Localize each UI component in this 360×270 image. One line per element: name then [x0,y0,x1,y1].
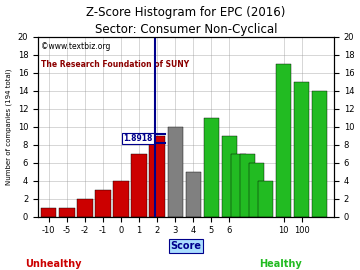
Text: The Research Foundation of SUNY: The Research Foundation of SUNY [41,60,189,69]
Bar [41,208,57,217]
Bar [258,181,273,217]
Bar [113,181,129,217]
Bar [312,91,327,217]
Bar [222,136,237,217]
Bar [131,154,147,217]
Bar [249,163,264,217]
Bar [294,82,309,217]
Title: Z-Score Histogram for EPC (2016)
Sector: Consumer Non-Cyclical: Z-Score Histogram for EPC (2016) Sector:… [86,6,286,36]
Bar [167,127,183,217]
Bar [77,199,93,217]
Text: ©www.textbiz.org: ©www.textbiz.org [41,42,110,51]
Bar [276,64,291,217]
Bar [231,154,246,217]
Bar [95,190,111,217]
Bar [185,172,201,217]
Bar [59,208,75,217]
Text: Healthy: Healthy [259,259,302,269]
Text: Unhealthy: Unhealthy [25,259,82,269]
Y-axis label: Number of companies (194 total): Number of companies (194 total) [5,68,12,185]
Bar [204,118,219,217]
Bar [240,154,255,217]
Bar [149,136,165,217]
Text: 1.8918: 1.8918 [123,134,153,143]
X-axis label: Score: Score [171,241,202,251]
